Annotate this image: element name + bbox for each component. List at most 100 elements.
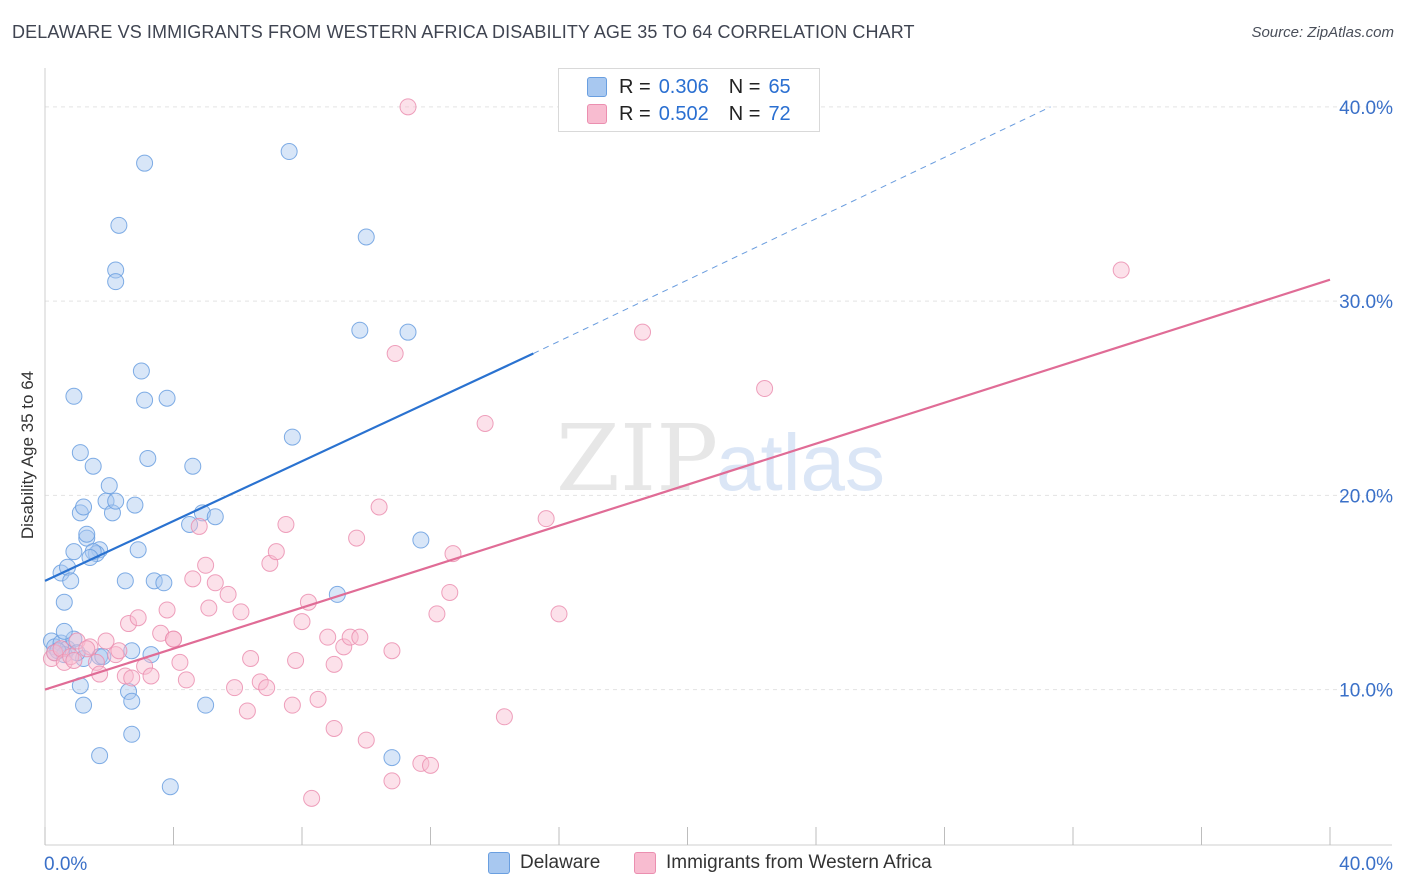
tick-labels: 10.0% 20.0% 30.0% 40.0% 0.0% 40.0% (44, 98, 1393, 875)
delaware-point (107, 261, 125, 279)
delaware-point (184, 457, 202, 475)
western-africa-point (226, 679, 244, 697)
delaware-point (78, 525, 96, 543)
western-africa-point (110, 642, 128, 660)
western-africa-points (42, 98, 1130, 807)
western-africa-point (238, 702, 256, 720)
source-credit: Source: ZipAtlas.com (1251, 24, 1394, 41)
western-africa-point (303, 789, 321, 807)
western-africa-point (242, 650, 260, 668)
western-africa-point (399, 98, 417, 116)
western-africa-point (171, 653, 189, 671)
stats-legend: R = 0.306 N = 65 R = 0.502 N = 72 (558, 68, 820, 132)
western-africa-point (537, 510, 555, 528)
trend-lines (44, 106, 1331, 691)
delaware-point (100, 477, 118, 495)
delaware-trend-extension (533, 106, 1051, 354)
bottom-legend-swatch-western-africa (634, 852, 656, 874)
western-africa-point (422, 756, 439, 774)
western-africa-point (120, 615, 138, 633)
bottom-legend-delaware: Delaware (488, 852, 600, 874)
western-africa-point (197, 556, 215, 574)
western-africa-point (441, 583, 459, 601)
western-africa-point (428, 605, 446, 623)
delaware-trend-line (44, 352, 534, 582)
delaware-point (78, 529, 96, 547)
western-africa-point (383, 642, 401, 660)
delaware-point (123, 692, 141, 710)
western-africa-point (190, 517, 208, 535)
delaware-point (129, 541, 147, 559)
western-africa-point (283, 696, 301, 714)
delaware-point (136, 391, 154, 409)
legend-row-delaware: R = 0.306 N = 65 (587, 75, 791, 99)
y-tick-label: 30.0% (1339, 292, 1393, 313)
bottom-legend-label-delaware: Delaware (520, 852, 601, 873)
delaware-point (107, 273, 125, 291)
bottom-legend-swatch-delaware (488, 852, 510, 874)
watermark-zip: ZIP (556, 405, 718, 512)
western-africa-point (634, 323, 652, 341)
delaware-point (132, 362, 150, 380)
western-africa-point (142, 667, 160, 685)
western-africa-point (1112, 261, 1130, 279)
delaware-point (65, 387, 83, 405)
grid-lines (45, 106, 1392, 691)
delaware-point (123, 725, 141, 743)
western-africa-point (258, 679, 276, 697)
western-africa-point (206, 574, 224, 592)
western-africa-point (357, 731, 375, 749)
delaware-point (383, 749, 401, 767)
delaware-point (110, 216, 128, 234)
western-africa-point (184, 570, 202, 588)
western-africa-point (383, 772, 401, 790)
delaware-point (107, 492, 125, 510)
western-africa-point (219, 585, 237, 603)
western-africa-point (78, 640, 96, 658)
bottom-legend-western-africa: Immigrants from Western Africa (634, 852, 932, 874)
delaware-point (55, 593, 73, 611)
delaware-point (412, 531, 430, 549)
chart-title: DELAWARE VS IMMIGRANTS FROM WESTERN AFRI… (12, 22, 915, 42)
western-africa-point (158, 601, 176, 619)
watermark-atlas: atlas (716, 418, 885, 507)
western-africa-point (756, 380, 774, 398)
western-africa-point (495, 708, 513, 726)
x-tick-label-max: 40.0% (1339, 854, 1393, 875)
legend-n-value: 65 (768, 75, 791, 98)
western-africa-point (319, 628, 337, 646)
western-africa-point (251, 673, 269, 691)
legend-swatch-western-africa (587, 104, 607, 124)
delaware-point (55, 622, 73, 640)
western-africa-point (476, 414, 494, 432)
legend-n-value: 72 (768, 102, 791, 125)
delaware-point (75, 498, 93, 516)
delaware-point (283, 428, 301, 446)
delaware-point (206, 508, 224, 526)
western-africa-point (325, 655, 343, 673)
delaware-point (62, 572, 80, 590)
western-africa-point (165, 630, 182, 648)
western-africa-point (351, 628, 369, 646)
western-africa-point (309, 690, 327, 708)
y-axis-label: Disability Age 35 to 64 (18, 371, 37, 539)
x-tick-label-min: 0.0% (44, 854, 87, 875)
western-africa-point (65, 651, 83, 669)
legend-r-label: R = (619, 75, 651, 98)
delaware-point (126, 496, 144, 514)
y-tick-label: 20.0% (1339, 486, 1393, 507)
western-africa-point (386, 345, 404, 363)
legend-r-value: 0.502 (658, 102, 709, 125)
legend-n-label: N = (728, 75, 761, 98)
legend-row-western-africa: R = 0.502 N = 72 (587, 102, 791, 126)
delaware-point (116, 572, 134, 590)
western-africa-point (200, 599, 218, 617)
delaware-points (42, 143, 430, 796)
western-africa-trend-line (44, 278, 1331, 691)
western-africa-point (177, 671, 195, 689)
delaware-point (280, 143, 298, 161)
delaware-point (75, 696, 93, 714)
delaware-point (123, 642, 141, 660)
western-africa-point (232, 603, 250, 621)
